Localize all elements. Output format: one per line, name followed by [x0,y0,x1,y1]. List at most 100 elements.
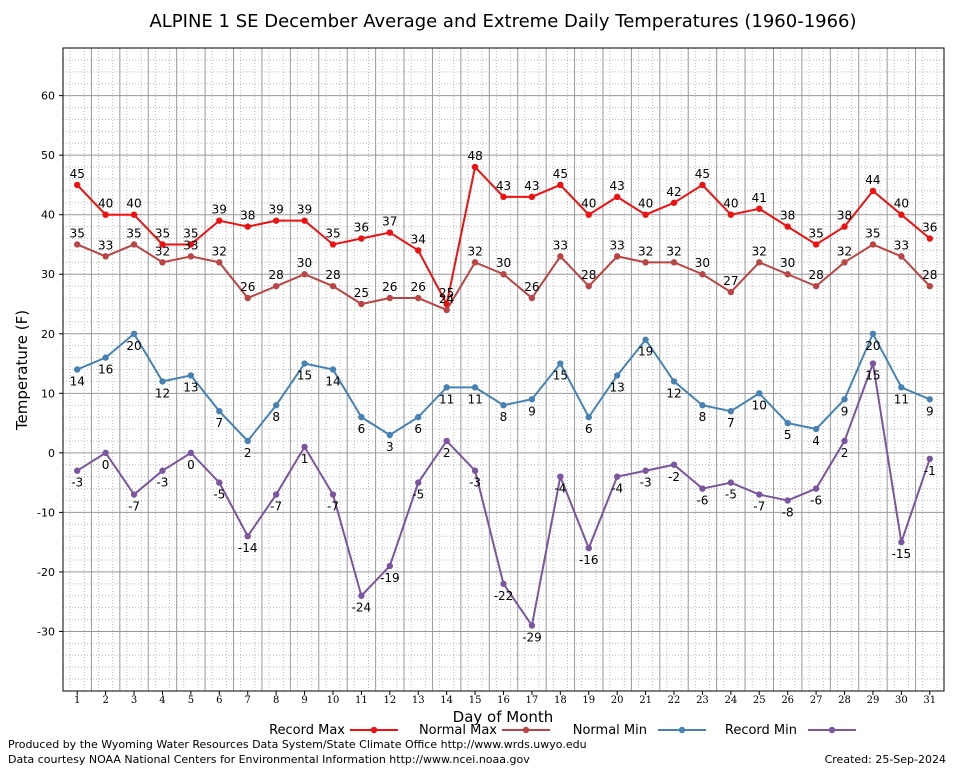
y-tick-label: 50 [41,149,55,162]
data-point [301,443,308,451]
data-label: 43 [610,179,625,193]
data-label: -7 [128,500,140,514]
data-label: 15 [865,369,880,383]
y-tick-label: 60 [41,90,55,103]
data-label: 37 [382,215,397,229]
data-point [159,378,166,385]
data-label: 11 [467,392,482,406]
data-point [642,467,649,474]
y-tick-label: 40 [41,209,55,222]
data-label: 8 [272,410,280,424]
data-point [74,467,81,474]
data-point [642,211,649,218]
data-point [926,455,933,463]
data-point [471,259,479,266]
y-tick-label: 20 [41,328,55,341]
data-point [585,544,592,552]
y-tick-label: -20 [37,566,55,579]
data-label: 30 [496,256,511,270]
data-point [756,205,763,212]
data-label: 33 [183,238,198,252]
data-point [898,384,905,391]
data-point [74,181,81,189]
data-point [784,497,791,504]
x-tick-label: 13 [412,695,425,706]
data-label: 39 [297,203,312,217]
x-tick-label: 16 [497,695,510,706]
data-label: 40 [723,197,738,211]
data-point [670,461,678,468]
data-label: 1 [301,452,309,466]
data-label: 28 [808,268,823,282]
data-point [841,396,848,403]
data-label: -3 [156,476,168,490]
y-tick-label: 30 [41,268,55,281]
data-label: 13 [183,380,198,394]
data-point [585,282,592,290]
data-point [102,449,109,457]
data-label: 11 [439,392,454,406]
data-label: 8 [500,410,508,424]
x-tick-label: 19 [582,695,595,706]
data-point [784,419,791,427]
x-tick-label: 9 [301,695,307,706]
data-point [159,241,166,248]
data-point [471,384,479,391]
data-point [471,467,479,474]
data-point [642,336,649,343]
data-label: -5 [725,488,737,502]
data-label: 33 [894,238,909,252]
data-point [756,390,763,397]
data-label: 35 [865,226,880,240]
x-tick-label: 30 [895,695,908,706]
data-point [613,473,621,480]
x-tick-label: 27 [810,695,823,706]
data-label: 14 [70,375,85,389]
data-label: 6 [414,422,422,436]
data-label: 36 [922,221,937,235]
data-point [869,241,877,248]
data-label: 26 [524,280,539,294]
data-point [74,241,81,248]
data-point [329,241,337,248]
data-point [869,360,877,367]
data-point [187,241,195,248]
data-label: 26 [382,280,397,294]
data-label: 41 [752,191,767,205]
data-label: 7 [215,416,223,430]
data-label: 15 [553,369,568,383]
data-label: 5 [784,428,792,442]
data-label: 38 [780,209,795,223]
data-label: 33 [553,238,568,252]
data-label: 43 [524,179,539,193]
data-label: 30 [780,256,795,270]
legend-marker [370,726,378,734]
data-label: 19 [638,345,653,359]
data-point [358,592,365,599]
data-point [500,271,507,278]
data-point [500,580,507,588]
data-label: -8 [782,505,794,519]
data-label: 15 [297,369,312,383]
x-tick-label: 24 [724,695,737,706]
data-point [528,396,536,403]
data-label: 8 [699,410,707,424]
data-point [102,211,109,218]
data-label: 2 [244,446,252,460]
data-point [130,330,138,337]
data-label: 20 [865,339,880,353]
data-label: 2 [443,446,451,460]
data-point [272,491,280,498]
data-point [670,199,678,206]
data-point [443,437,450,445]
data-label: 45 [553,167,568,181]
y-axis-label: Temperature (F) [13,310,31,431]
data-label: 35 [126,226,141,240]
data-label: 25 [354,286,369,300]
x-tick-label: 21 [639,695,652,706]
data-label: 35 [183,226,198,240]
x-tick-label: 1 [74,695,80,706]
data-label: 13 [610,380,625,394]
data-point [926,282,933,290]
data-point [415,479,422,486]
